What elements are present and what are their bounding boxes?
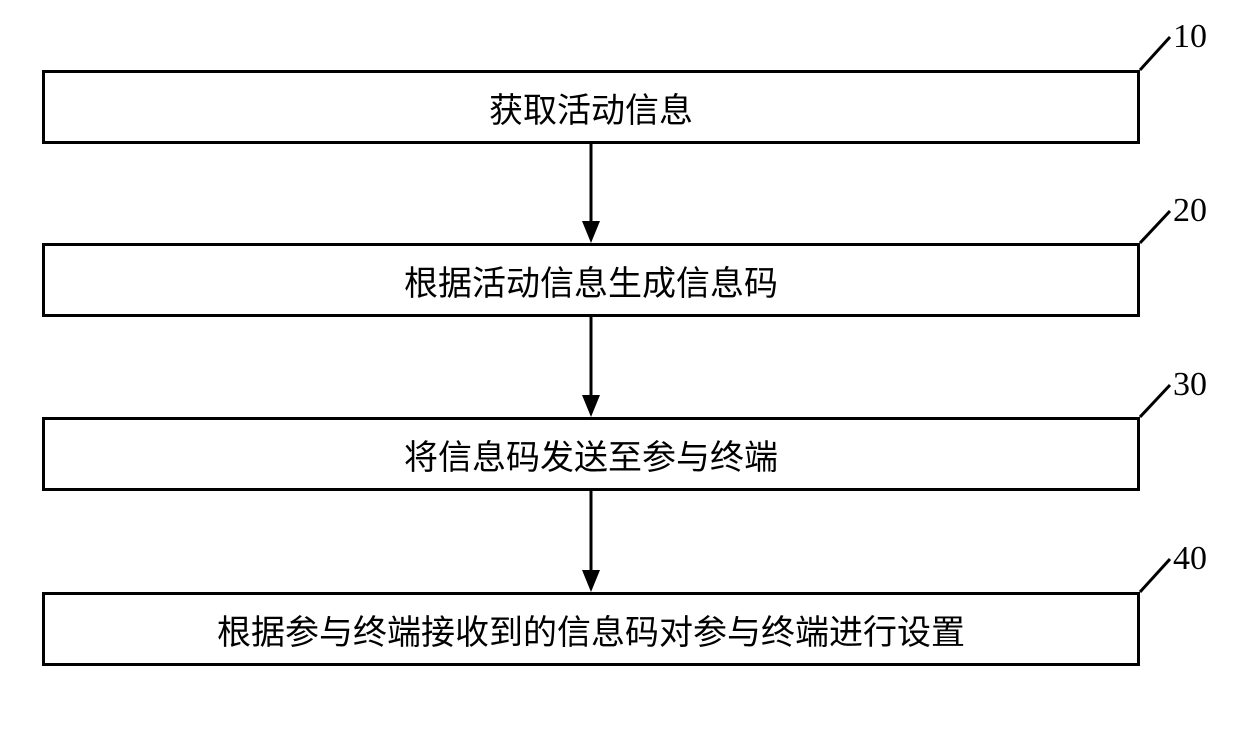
arrow-head-n30-n40 bbox=[582, 570, 600, 592]
step-label-n40: 40 bbox=[1173, 540, 1207, 578]
step-label-n30: 30 bbox=[1173, 366, 1207, 404]
flowchart-canvas: 获取活动信息根据活动信息生成信息码将信息码发送至参与终端根据参与终端接收到的信息… bbox=[0, 0, 1240, 755]
leader-line-n40 bbox=[1140, 559, 1170, 592]
flowchart-node-text-n40: 根据参与终端接收到的信息码对参与终端进行设置 bbox=[217, 605, 965, 654]
leader-line-n20 bbox=[1140, 211, 1170, 243]
flowchart-node-n20: 根据活动信息生成信息码 bbox=[42, 243, 1140, 317]
flowchart-node-n10: 获取活动信息 bbox=[42, 70, 1140, 144]
flowchart-node-n30: 将信息码发送至参与终端 bbox=[42, 417, 1140, 491]
flowchart-node-n40: 根据参与终端接收到的信息码对参与终端进行设置 bbox=[42, 592, 1140, 666]
step-label-n10: 10 bbox=[1173, 18, 1207, 56]
flowchart-node-text-n20: 根据活动信息生成信息码 bbox=[404, 256, 778, 305]
arrow-head-n20-n30 bbox=[582, 395, 600, 417]
leader-line-n30 bbox=[1140, 385, 1170, 417]
leader-line-n10 bbox=[1140, 37, 1170, 70]
arrow-head-n10-n20 bbox=[582, 221, 600, 243]
step-label-n20: 20 bbox=[1173, 192, 1207, 230]
flowchart-node-text-n30: 将信息码发送至参与终端 bbox=[404, 430, 778, 479]
flowchart-node-text-n10: 获取活动信息 bbox=[489, 83, 693, 132]
